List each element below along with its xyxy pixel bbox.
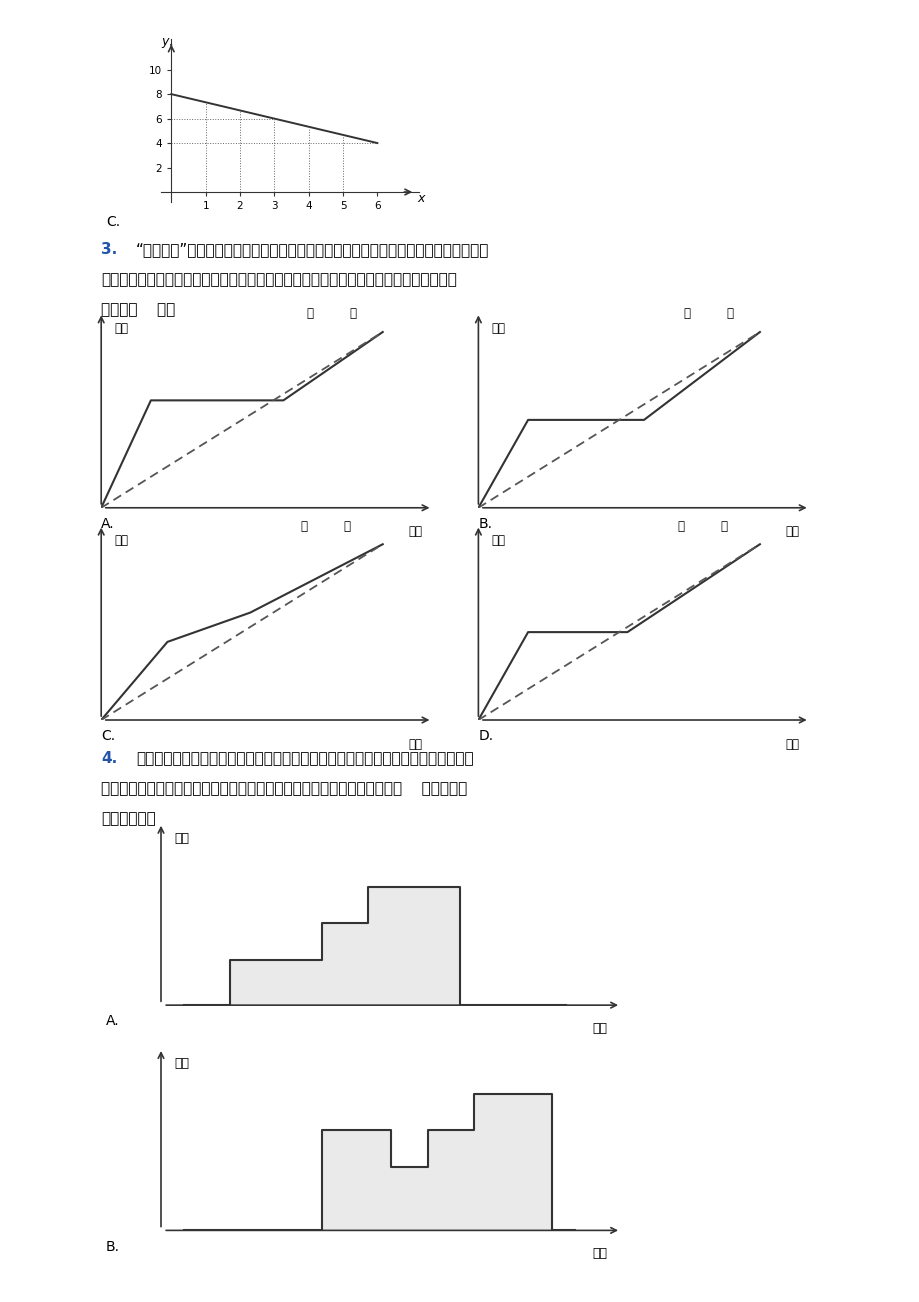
Text: 4.: 4. — [101, 751, 118, 767]
Text: D.: D. — [478, 729, 493, 743]
Text: 3.: 3. — [101, 242, 118, 258]
Text: 龟: 龟 — [676, 519, 684, 533]
Polygon shape — [184, 1094, 574, 1230]
Text: 时间: 时间 — [592, 1022, 607, 1035]
Text: 时间: 时间 — [785, 525, 799, 538]
Text: B.: B. — [106, 1240, 119, 1254]
Text: 时间: 时间 — [592, 1247, 607, 1260]
Text: 龟: 龟 — [349, 307, 357, 320]
Text: 兔: 兔 — [726, 307, 733, 320]
Text: 楼层: 楼层 — [175, 832, 189, 845]
Text: 时间: 时间 — [408, 525, 422, 538]
Text: 过程？（    ）。: 过程？（ ）。 — [101, 302, 176, 318]
Text: 龟: 龟 — [300, 519, 307, 533]
Text: C.: C. — [106, 215, 119, 229]
Text: 五年级一班同学星期一第一节课到二楼教室上数学课，第二节课到三楼语音室上英语: 五年级一班同学星期一第一节课到二楼教室上数学课，第二节课到三楼语音室上英语 — [136, 751, 473, 767]
Text: 兔: 兔 — [720, 519, 726, 533]
Text: A.: A. — [101, 517, 115, 531]
Text: B.: B. — [478, 517, 492, 531]
Text: 楼层: 楼层 — [175, 1057, 189, 1070]
Text: 路程: 路程 — [114, 323, 129, 335]
Text: 龟: 龟 — [683, 307, 690, 320]
Text: 兔: 兔 — [343, 519, 349, 533]
Text: 路程: 路程 — [114, 534, 129, 547]
Text: 得慢，但一直不停地跑，结果乌龟先抵达终点，赢得胜利。下面哪幅图基本反映了比赛的: 得慢，但一直不停地跑，结果乌龟先抵达终点，赢得胜利。下面哪幅图基本反映了比赛的 — [101, 272, 457, 288]
Text: “龟兔赛跑”是我们非常熟悉的故事，兔子跑得快，但太骄傲，在途中睡了一觉；乌龟跑: “龟兔赛跑”是我们非常熟悉的故事，兔子跑得快，但太骄傲，在途中睡了一觉；乌龟跑 — [136, 242, 489, 258]
Text: 时间: 时间 — [408, 737, 422, 750]
Text: y: y — [161, 35, 168, 48]
Polygon shape — [184, 887, 565, 1005]
Text: 路程: 路程 — [491, 534, 505, 547]
Text: 兔: 兔 — [306, 307, 313, 320]
Text: 了这一过程。: 了这一过程。 — [101, 811, 156, 827]
Text: A.: A. — [106, 1014, 119, 1029]
Text: 时间: 时间 — [785, 737, 799, 750]
Text: C.: C. — [101, 729, 115, 743]
Text: 路程: 路程 — [491, 323, 505, 335]
Text: 课，第三节课到四楼美术室上美术课，第四节课到室外上体育课，下面第（    ）幅图描述: 课，第三节课到四楼美术室上美术课，第四节课到室外上体育课，下面第（ ）幅图描述 — [101, 781, 467, 797]
Text: x: x — [416, 191, 424, 204]
